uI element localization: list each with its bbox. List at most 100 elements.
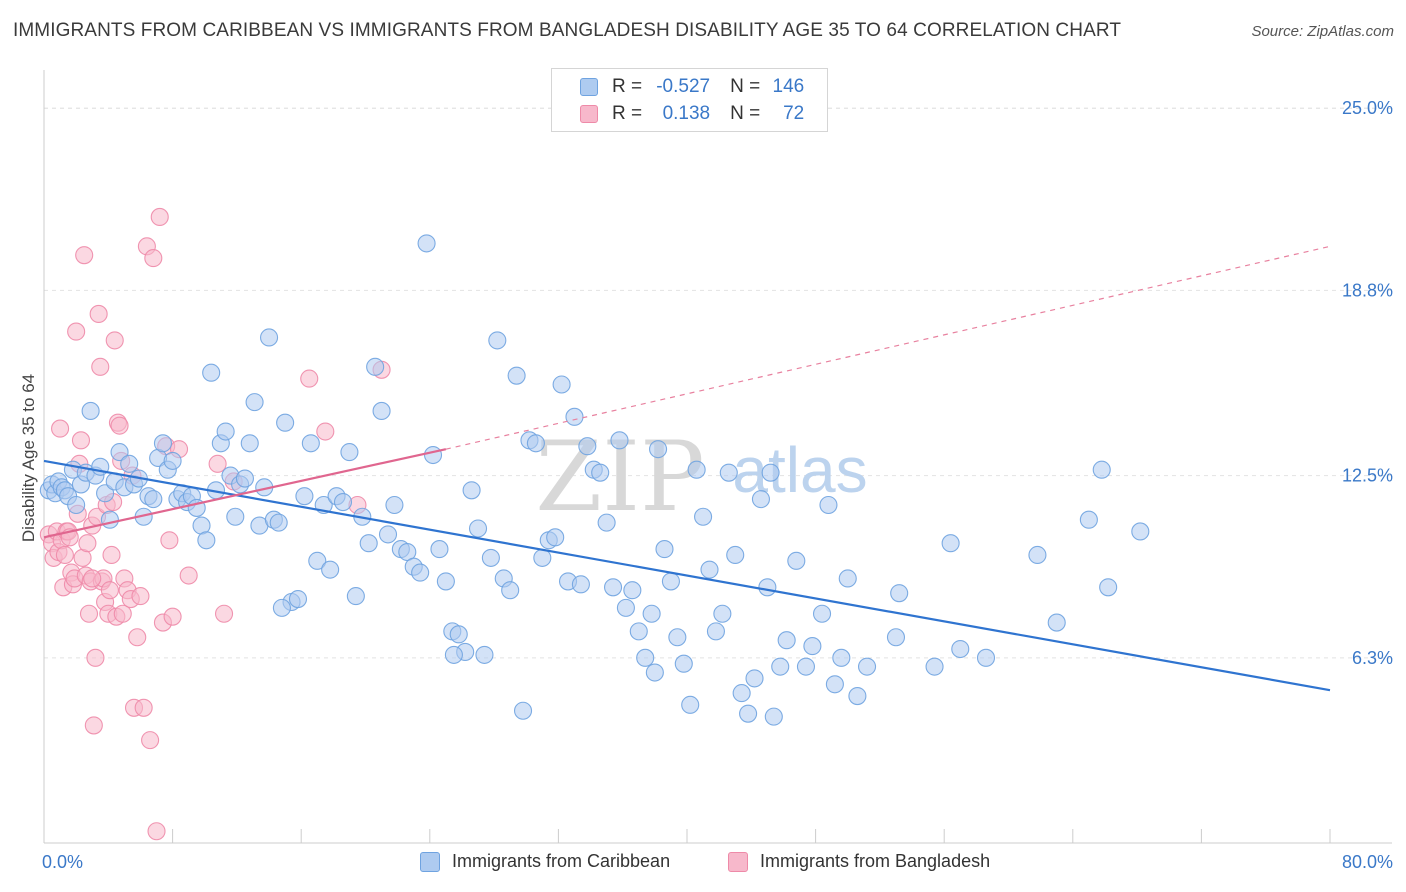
bangladesh-point — [214, 604, 234, 623]
caribbean-point — [925, 657, 944, 676]
caribbean-point — [739, 704, 758, 723]
caribbean-point — [216, 422, 235, 441]
caribbean-point — [597, 513, 616, 532]
y-tick-label: 6.3% — [1352, 648, 1393, 668]
caribbean-point — [777, 631, 796, 650]
correlation-legend: R = -0.527 N = 146 R = 0.138 N = 72 — [551, 68, 828, 132]
caribbean-point — [417, 234, 436, 253]
legend-row-bangladesh: R = 0.138 N = 72 — [580, 102, 804, 126]
caribbean-point — [758, 578, 777, 597]
bangladesh-point — [100, 581, 119, 600]
caribbean-point — [67, 495, 86, 515]
n-label: N = — [730, 76, 761, 97]
bangladesh-point — [131, 587, 150, 606]
caribbean-point — [81, 401, 100, 420]
bangladesh-point — [134, 698, 153, 717]
caribbean-point — [1028, 545, 1047, 565]
caribbean-point — [120, 454, 139, 473]
caribbean-point — [100, 510, 119, 529]
bangladesh-trend-extension — [445, 245, 1331, 450]
bangladesh-point — [75, 246, 94, 265]
chart-title: IMMIGRANTS FROM CARIBBEAN VS IMMIGRANTS … — [13, 20, 1122, 41]
caribbean-point — [642, 604, 661, 623]
bangladesh-point — [316, 422, 335, 441]
bangladesh-swatch — [580, 105, 598, 123]
r-label: R = — [612, 103, 643, 124]
bangladesh-point — [91, 357, 110, 376]
caribbean-point — [202, 363, 221, 382]
caribbean-point — [687, 460, 706, 479]
n-label: N = — [730, 103, 761, 124]
caribbean-point — [308, 551, 327, 570]
bangladesh-point — [67, 322, 86, 341]
y-axis-label: Disability Age 35 to 64 — [19, 373, 38, 543]
caribbean-point — [713, 604, 732, 623]
caribbean-point — [197, 531, 216, 550]
caribbean-point — [668, 628, 687, 647]
bangladesh-point — [78, 534, 97, 553]
bangladesh-point — [86, 648, 105, 667]
bangladesh-points — [39, 207, 391, 841]
bangladesh-point — [83, 569, 102, 588]
caribbean-point — [661, 572, 680, 591]
caribbean-point — [240, 434, 259, 453]
bangladesh-point — [128, 628, 147, 647]
caribbean-point — [838, 569, 857, 588]
caribbean-point — [848, 686, 867, 706]
caribbean-point — [565, 407, 584, 426]
caribbean-point — [533, 548, 552, 567]
x-tick-max: 80.0% — [1341, 852, 1393, 872]
caribbean-point — [295, 487, 314, 506]
caribbean-point — [449, 625, 468, 644]
bangladesh-point — [79, 604, 99, 623]
caribbean-point — [468, 519, 488, 538]
caribbean-point — [488, 331, 507, 350]
bangladesh-point — [84, 716, 103, 735]
bangladesh-point — [105, 331, 124, 350]
r-label: R = — [612, 76, 643, 97]
caribbean-point — [163, 451, 182, 470]
caribbean-point — [144, 490, 163, 509]
caribbean-point — [444, 645, 463, 664]
caribbean-trend-line — [43, 459, 1331, 692]
caribbean-point — [726, 545, 745, 565]
caribbean-point — [1079, 510, 1098, 529]
caribbean-point — [436, 572, 455, 591]
legend-row-caribbean: R = -0.527 N = 146 — [580, 75, 804, 99]
caribbean-point — [513, 701, 533, 720]
caribbean-point — [694, 507, 713, 526]
caribbean-point — [616, 598, 635, 617]
caribbean-point — [681, 695, 700, 714]
caribbean-point — [245, 393, 264, 412]
y-tick-labels: 6.3% 12.5% 18.8% 25.0% — [1342, 98, 1393, 668]
caribbean-point — [359, 534, 378, 553]
bangladesh-point — [141, 731, 160, 750]
x-tick-min: 0.0% — [42, 852, 84, 872]
caribbean-point — [674, 654, 693, 673]
caribbean-point — [886, 628, 906, 647]
caribbean-point — [481, 548, 500, 567]
caribbean-point — [366, 357, 385, 376]
caribbean-point — [272, 598, 291, 617]
bangladesh-point — [113, 604, 132, 623]
caribbean-point — [235, 469, 254, 488]
caribbean-point — [636, 648, 655, 667]
caribbean-point — [96, 484, 115, 503]
caribbean-point — [226, 507, 245, 526]
legend-label-bangladesh: Immigrants from Bangladesh — [760, 851, 991, 871]
caribbean-point — [745, 669, 764, 688]
bangladesh-point — [208, 454, 227, 473]
caribbean-point — [591, 463, 610, 482]
caribbean-point — [571, 575, 590, 594]
caribbean-point — [110, 443, 129, 462]
caribbean-point — [941, 534, 960, 553]
trend-lines — [43, 245, 1331, 692]
caribbean-point — [751, 490, 770, 509]
caribbean-point — [385, 495, 404, 515]
caribbean-point — [546, 528, 565, 547]
caribbean-point — [288, 589, 308, 609]
gridlines — [44, 107, 1392, 659]
caribbean-point — [269, 513, 288, 532]
series-legend: Immigrants from Caribbean Immigrants fro… — [0, 851, 1406, 877]
caribbean-point — [333, 493, 353, 512]
